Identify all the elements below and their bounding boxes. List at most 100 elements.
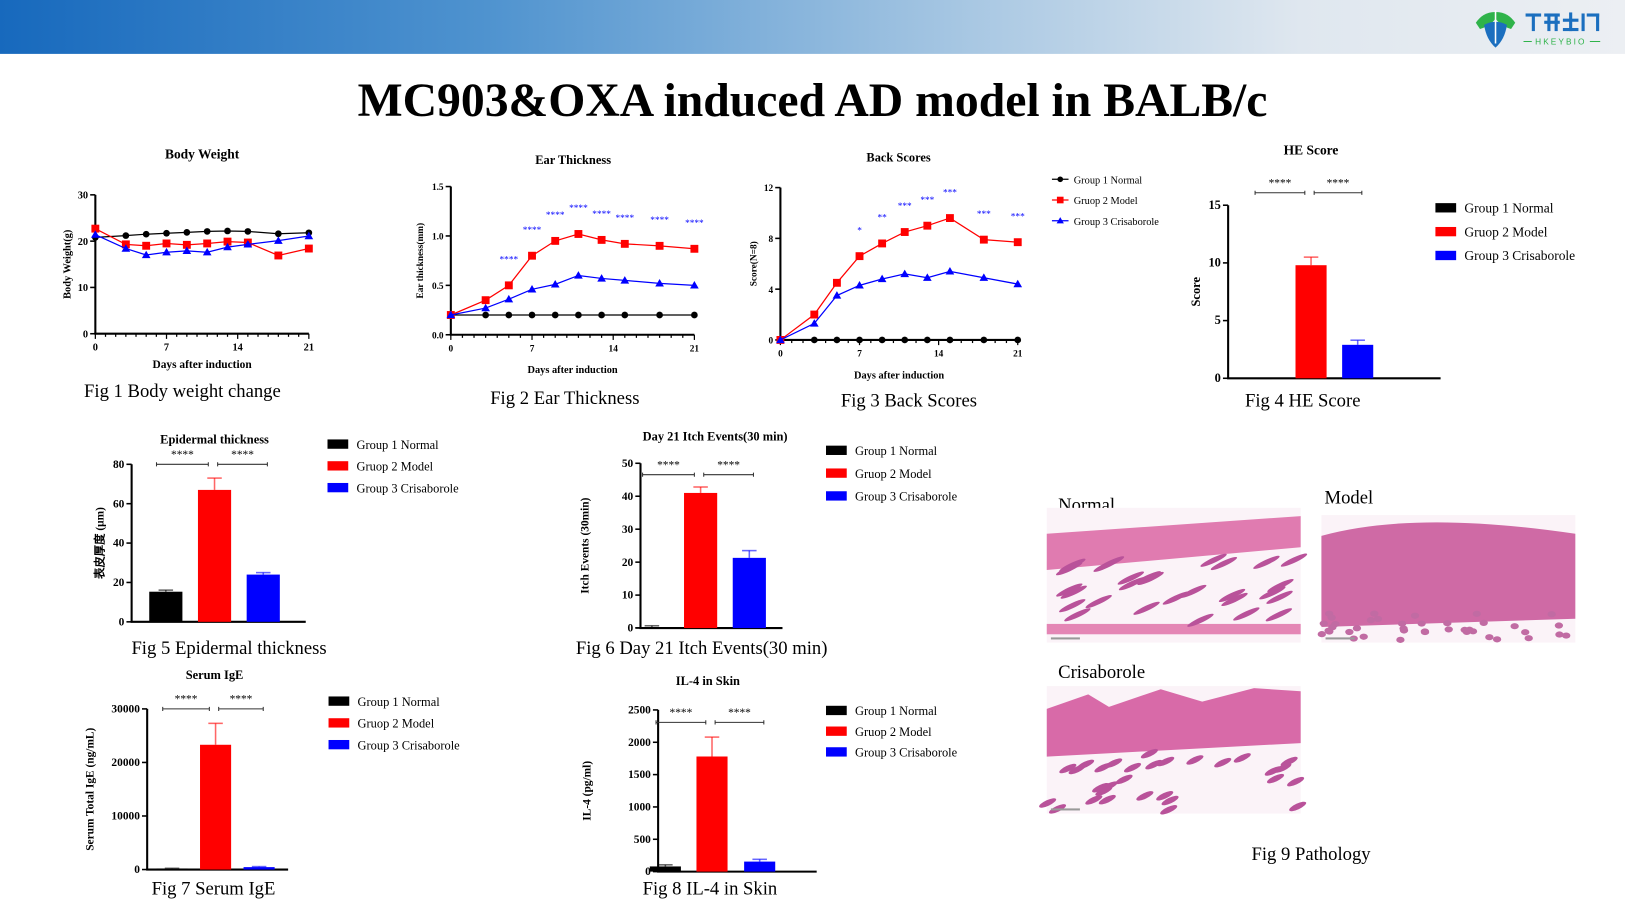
bar xyxy=(246,574,280,622)
significance-bracket xyxy=(217,462,268,467)
data-point-triangle xyxy=(574,271,583,279)
bar xyxy=(635,627,669,629)
x-tick-label: 21 xyxy=(1013,350,1023,360)
hair-follicle xyxy=(1233,753,1251,763)
series-line xyxy=(780,217,1018,341)
hair-follicle xyxy=(1233,607,1260,621)
significance-bracket xyxy=(1254,190,1306,195)
legend-swatch xyxy=(826,445,847,455)
bar xyxy=(156,868,188,870)
significance-label: **** xyxy=(175,694,198,706)
hair-follicle xyxy=(1259,586,1286,600)
legend-swatch xyxy=(328,696,350,706)
y-axis-label: Itch Events (30min) xyxy=(580,497,592,593)
data-point-circle xyxy=(551,311,559,319)
epidermis-layer xyxy=(1046,688,1301,757)
significance-bracket xyxy=(162,706,210,711)
legend-swatch xyxy=(826,726,847,736)
significance-bracket xyxy=(155,462,209,467)
legend-swatch xyxy=(1435,203,1457,213)
data-point-circle xyxy=(183,228,191,236)
histology-image-crisaborole xyxy=(1039,686,1307,815)
muscle-layer xyxy=(1046,623,1301,635)
y-tick-label: 10 xyxy=(78,283,88,294)
data-point-circle xyxy=(482,311,489,319)
hair-follicle xyxy=(1287,776,1305,787)
data-point-square xyxy=(620,239,629,248)
figure-caption: Fig 6 Day 21 Itch Events(30 min) xyxy=(576,638,828,659)
data-point-circle xyxy=(656,311,663,319)
legend-label: Group 1 Normal xyxy=(1464,200,1553,215)
data-point-square xyxy=(855,252,864,261)
tissue-cell xyxy=(1510,623,1519,630)
y-axis-label: Body Weight(g) xyxy=(62,230,73,299)
thickened-epidermis xyxy=(1321,522,1576,628)
hair-follicle xyxy=(1077,759,1095,770)
tissue-cell xyxy=(1562,632,1571,639)
data-point-triangle xyxy=(182,246,192,255)
data-point-circle xyxy=(505,311,513,319)
tissue-cell xyxy=(1443,620,1452,627)
y-axis-label: 表皮厚度 (μm) xyxy=(93,507,107,580)
significance-label: **** xyxy=(230,694,253,706)
significance-label: *** xyxy=(977,210,991,220)
y-tick-label: 20 xyxy=(78,237,88,248)
significance-bracket xyxy=(642,472,695,477)
tissue-cell xyxy=(1345,628,1354,636)
significance-label: *** xyxy=(920,196,934,206)
tissue-cell xyxy=(1417,620,1426,627)
data-point-triangle xyxy=(162,247,171,256)
data-point-triangle xyxy=(446,310,456,319)
data-point-triangle xyxy=(223,242,232,251)
chart-title: Epidermal thickness xyxy=(160,433,269,447)
y-tick-label: 10 xyxy=(1208,256,1220,270)
data-point-triangle xyxy=(690,281,699,289)
x-tick-label: 7 xyxy=(164,342,169,353)
significance-bracket xyxy=(714,720,765,725)
hair-follicle xyxy=(1060,585,1087,599)
data-point-triangle xyxy=(243,240,253,248)
data-point-triangle xyxy=(832,291,842,299)
data-point-triangle xyxy=(91,230,100,238)
data-point-circle xyxy=(122,232,130,239)
x-axis-label: Days after induction xyxy=(528,365,618,376)
series-1 xyxy=(92,227,313,241)
tissue-cell xyxy=(1396,636,1405,643)
significance-label: **** xyxy=(728,707,751,719)
legend-swatch xyxy=(826,747,847,757)
series-3 xyxy=(91,230,314,259)
logo-text: HKEYBIO xyxy=(1535,37,1586,47)
y-tick-label: 0 xyxy=(119,616,125,628)
series-line xyxy=(95,234,309,256)
data-point-triangle xyxy=(620,276,630,284)
significance-label: **** xyxy=(717,459,740,471)
figure-caption: Fig 4 HE Score xyxy=(1245,390,1360,411)
data-point-square xyxy=(878,239,887,248)
series-3 xyxy=(446,271,699,319)
figure-caption: Fig 9 Pathology xyxy=(1251,844,1371,865)
hair-follicle xyxy=(1186,755,1204,765)
hair-follicle xyxy=(1085,595,1112,609)
pathology-label: Model xyxy=(1325,488,1374,509)
data-point-square xyxy=(481,296,490,305)
hair-follicle xyxy=(1115,774,1133,785)
legend-swatch xyxy=(1435,226,1457,237)
legend-label: Group 1 Normal xyxy=(855,704,938,718)
hair-follicle xyxy=(1274,763,1292,773)
y-tick-label: 0.0 xyxy=(432,331,444,341)
y-axis-label: Score xyxy=(1189,277,1203,307)
bar xyxy=(1342,344,1374,379)
bar xyxy=(197,489,232,622)
tissue-cell xyxy=(1444,626,1453,633)
tissue-cell xyxy=(1373,615,1383,623)
tissue-cell xyxy=(1554,622,1564,629)
data-point-circle xyxy=(833,336,841,344)
chart-4: HE Score Fig 4 HE Score Score 0 5 10 15 **** ***… xyxy=(1189,142,1575,411)
y-tick-label: 1500 xyxy=(628,769,651,781)
legend-swatch xyxy=(826,491,847,501)
x-tick-label: 21 xyxy=(690,344,700,354)
legend-label: Group 1 Normal xyxy=(358,695,441,709)
chart-title: Serum IgE xyxy=(186,668,244,682)
data-point-square xyxy=(655,241,664,250)
tissue-cell xyxy=(1399,627,1409,634)
